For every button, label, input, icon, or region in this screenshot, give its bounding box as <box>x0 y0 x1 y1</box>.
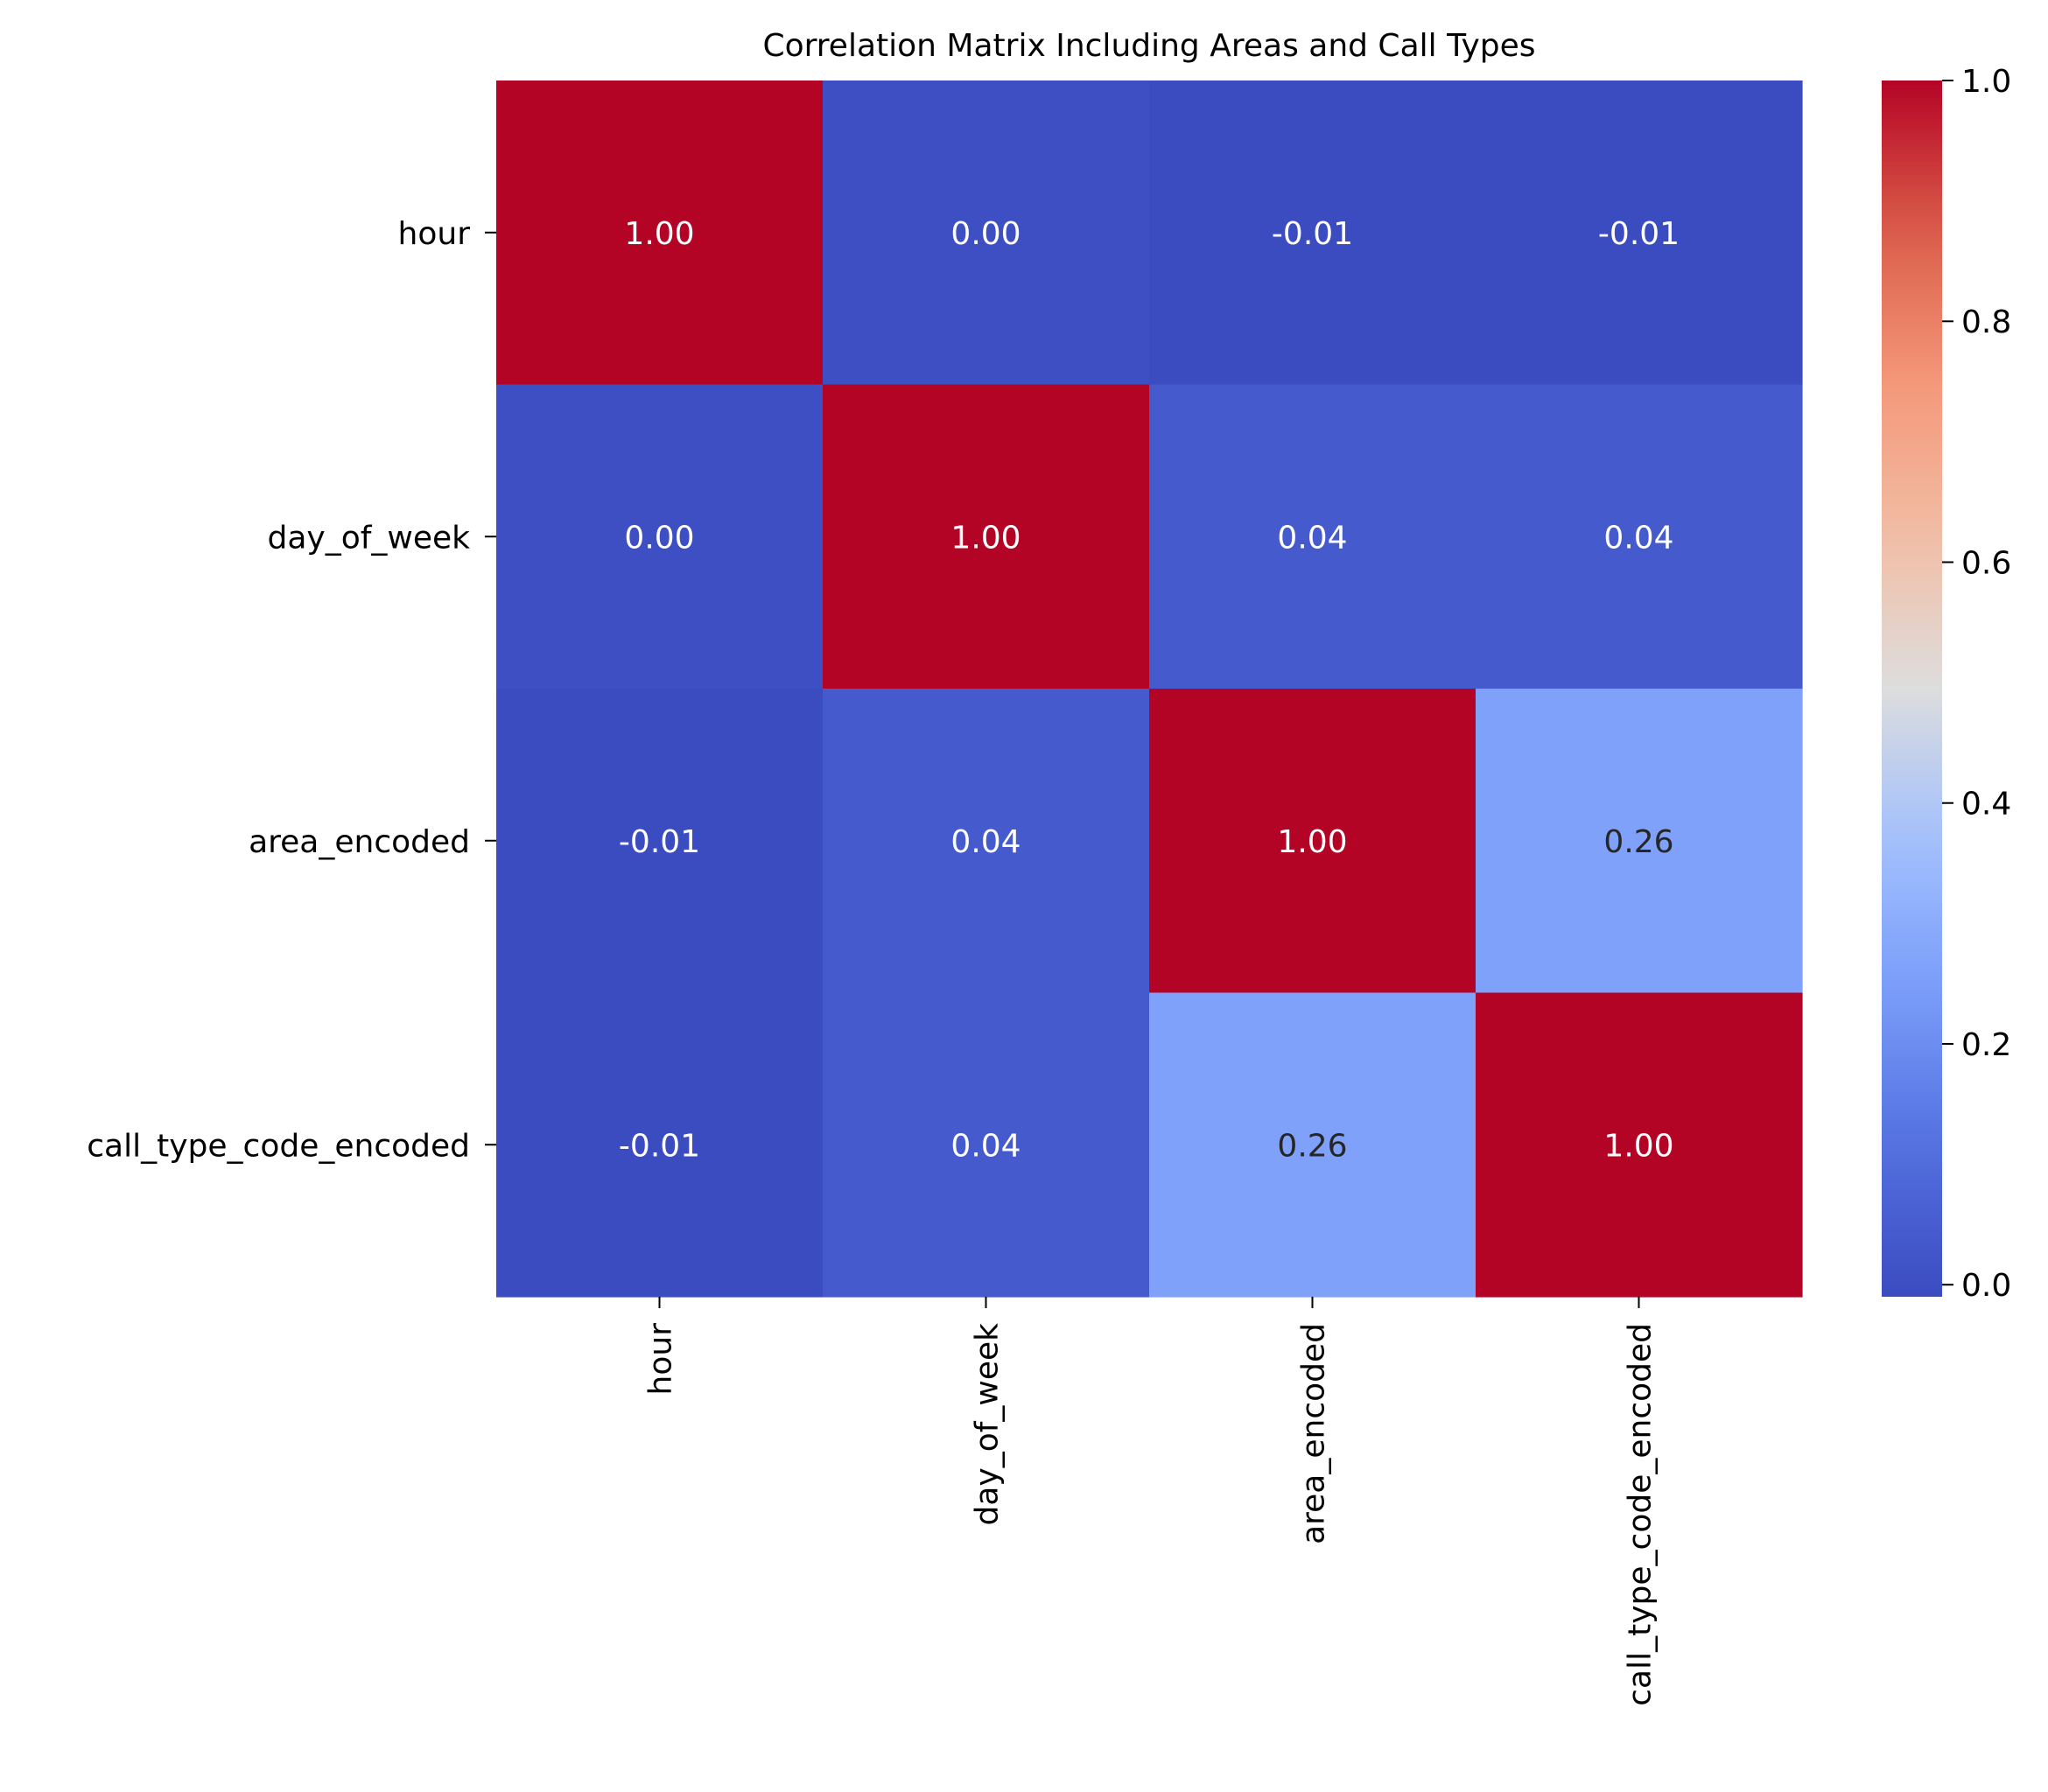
cell-value-label: -0.01 <box>1272 216 1353 252</box>
heatmap-cell <box>823 992 1150 1298</box>
heatmap-cell <box>1476 689 1803 994</box>
cell-value-label: 0.04 <box>1277 520 1347 556</box>
cell-value-label: 0.00 <box>950 216 1020 252</box>
chart-title: Correlation Matrix Including Areas and C… <box>762 28 1535 64</box>
heatmap-cell <box>823 689 1150 994</box>
cell-value-label: 0.04 <box>950 824 1020 860</box>
heatmap-cell <box>1476 384 1803 690</box>
cell-value-label: 1.00 <box>624 216 694 252</box>
cell-value-label: 0.00 <box>624 520 694 556</box>
x-axis: hour day_of_week area_encoded call_type_cod… <box>643 1297 1659 1706</box>
heatmap-cell <box>496 384 824 690</box>
cell-value-label: 1.00 <box>1277 824 1347 860</box>
heatmap-cell <box>496 689 824 994</box>
cell-value-label: 0.26 <box>1603 824 1673 860</box>
x-tick-label: hour <box>643 1323 679 1396</box>
heatmap-cell <box>823 80 1150 386</box>
y-tick-label: day_of_week <box>267 520 470 556</box>
heatmap-cell <box>1476 992 1803 1298</box>
colorbar-gradient <box>1882 80 1942 1297</box>
colorbar: 0.0 0.2 0.4 0.6 0.8 1.0 <box>1882 64 2011 1304</box>
cell-value-label: 0.04 <box>1603 520 1673 556</box>
cell-value-label: -0.01 <box>619 1128 700 1164</box>
heatmap-cell <box>496 992 824 1298</box>
heatmap-cell <box>1149 992 1476 1298</box>
heatmap-cell <box>823 384 1150 690</box>
heatmap-cells <box>496 80 1803 1298</box>
heatmap-cell-labels: 1.00 0.00 -0.01 -0.01 0.00 1.00 0.04 0.04 -0.01 0… <box>619 216 1680 1165</box>
heatmap-cell <box>1149 384 1476 690</box>
heatmap-cell <box>496 80 824 386</box>
cell-value-label: 0.26 <box>1277 1128 1347 1164</box>
colorbar-tick-label: 0.8 <box>1961 304 2011 340</box>
cell-value-label: 0.04 <box>950 1128 1020 1164</box>
y-tick-label: call_type_code_encoded <box>87 1128 470 1164</box>
x-tick-label: area_encoded <box>1296 1323 1332 1544</box>
x-tick-label: day_of_week <box>970 1323 1006 1526</box>
heatmap-cell <box>1149 689 1476 994</box>
heatmap-cell <box>1476 80 1803 386</box>
colorbar-tick-label: 1.0 <box>1961 64 2011 100</box>
cell-value-label: -0.01 <box>1598 216 1680 252</box>
cell-value-label: -0.01 <box>619 824 700 860</box>
colorbar-tick-label: 0.6 <box>1961 545 2011 581</box>
heatmap-cell <box>1149 80 1476 386</box>
colorbar-tick-label: 0.2 <box>1961 1027 2011 1063</box>
y-tick-label: area_encoded <box>249 824 470 860</box>
cell-value-label: 1.00 <box>1603 1128 1673 1164</box>
colorbar-tick-label: 0.4 <box>1961 787 2011 822</box>
x-tick-label: call_type_code_encoded <box>1623 1323 1659 1706</box>
cell-value-label: 1.00 <box>950 520 1020 556</box>
y-tick-label: hour <box>398 216 471 252</box>
y-axis: hour day_of_week area_encoded call_type_cod… <box>87 216 496 1164</box>
colorbar-tick-label: 0.0 <box>1961 1268 2011 1304</box>
